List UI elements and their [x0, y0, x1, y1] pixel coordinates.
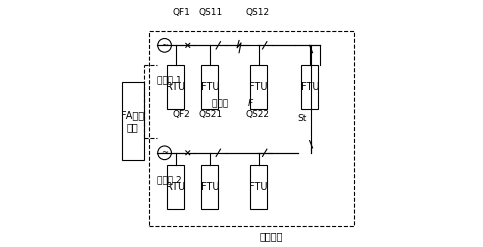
Text: FTU: FTU	[200, 182, 219, 192]
Text: ~: ~	[161, 41, 168, 50]
FancyBboxPatch shape	[122, 82, 144, 160]
Text: QF2: QF2	[173, 110, 190, 119]
Text: 变电站 1: 变电站 1	[157, 75, 182, 84]
Text: F: F	[248, 99, 253, 108]
Text: 通信网络: 通信网络	[259, 231, 283, 241]
FancyBboxPatch shape	[301, 65, 318, 109]
Text: QS21: QS21	[199, 110, 223, 119]
Text: St: St	[298, 114, 307, 123]
Text: RTU: RTU	[166, 82, 185, 92]
Text: FTU: FTU	[249, 182, 268, 192]
Text: QS22: QS22	[245, 110, 270, 119]
FancyBboxPatch shape	[167, 165, 184, 209]
FancyBboxPatch shape	[250, 65, 267, 109]
Text: QS12: QS12	[245, 8, 270, 17]
Text: FA控制
主站: FA控制 主站	[121, 110, 144, 132]
FancyBboxPatch shape	[167, 65, 184, 109]
Text: 故障点: 故障点	[212, 99, 230, 108]
Text: 变电站 2: 变电站 2	[157, 175, 182, 184]
Text: FTU: FTU	[300, 82, 319, 92]
FancyBboxPatch shape	[201, 165, 218, 209]
Text: QS11: QS11	[199, 8, 223, 17]
Text: ~: ~	[161, 148, 168, 157]
FancyBboxPatch shape	[250, 165, 267, 209]
Text: RTU: RTU	[166, 182, 185, 192]
Text: FTU: FTU	[200, 82, 219, 92]
Text: FTU: FTU	[249, 82, 268, 92]
Text: QF1: QF1	[173, 8, 191, 17]
FancyBboxPatch shape	[201, 65, 218, 109]
